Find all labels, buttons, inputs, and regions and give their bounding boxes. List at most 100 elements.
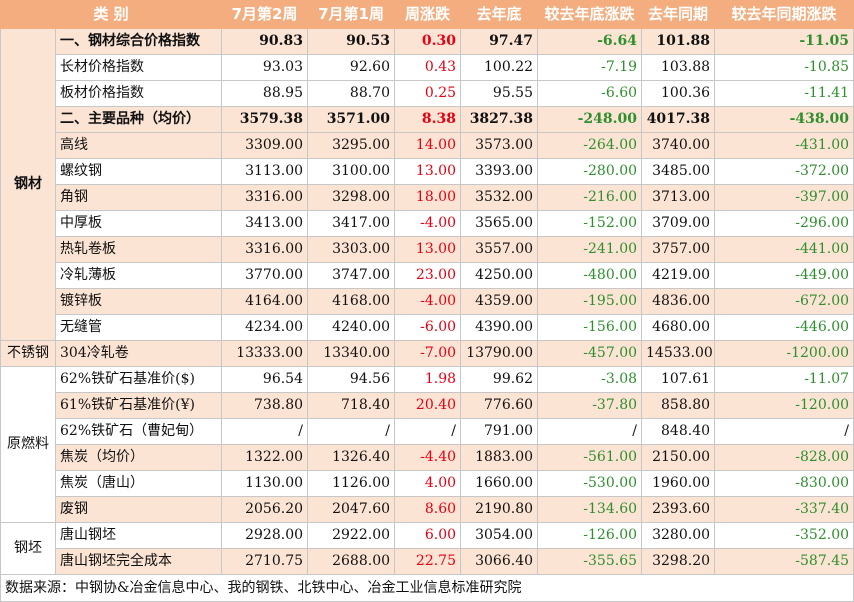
cell-vs-ly: -11.07 xyxy=(714,366,854,393)
cell-w2: 3316.00 xyxy=(221,184,309,211)
table-row: 角钢 3316.00 3298.00 18.00 3532.00 -216.00 3713.… xyxy=(1,184,854,211)
table-row: 原燃料 62%铁矿石基准价($) 96.54 94.56 1.98 99.62 -3.08 1… xyxy=(0,366,854,523)
cell-w2: / xyxy=(221,418,309,445)
table-row: 板材价格指数 88.95 88.70 0.25 95.55 -6.60 100.36 -11.… xyxy=(1,80,854,107)
cell-vs-eoy: -264.00 xyxy=(537,132,643,159)
cell-w1: 2922.00 xyxy=(307,522,396,549)
cell-w1: 90.53 xyxy=(307,28,396,55)
cell-ly: 3740.00 xyxy=(641,132,716,159)
cell-eoy: 3573.00 xyxy=(460,132,539,159)
cell-w2: 90.83 xyxy=(221,28,309,55)
cell-w1: 4240.00 xyxy=(307,314,396,341)
group-label-stainless: 不锈钢 xyxy=(0,340,56,367)
cell-eoy: 776.60 xyxy=(460,392,539,419)
cell-vs-eoy: -480.00 xyxy=(537,262,643,289)
item-name: 螺纹钢 xyxy=(54,158,223,185)
cell-ly: 848.40 xyxy=(641,418,716,445)
item-name: 二、主要品种（均价） xyxy=(54,106,223,133)
table-body: 钢材 一、钢材综合价格指数 90.83 90.53 0.30 97.47 -6.64 101.… xyxy=(0,28,854,575)
cell-w2: 738.80 xyxy=(221,392,309,419)
cell-ly: 4219.00 xyxy=(641,262,716,289)
cell-vs-eoy: -561.00 xyxy=(537,444,643,471)
cell-w2: 88.95 xyxy=(221,80,309,107)
cell-ly: 3713.00 xyxy=(641,184,716,211)
table-row: 冷轧薄板 3770.00 3747.00 23.00 4250.00 -480.00 421… xyxy=(1,262,854,289)
item-name: 焦炭（唐山） xyxy=(54,470,223,497)
cell-ly: 2150.00 xyxy=(641,444,716,471)
cell-vs-eoy: -6.60 xyxy=(537,80,643,107)
cell-w1: 3571.00 xyxy=(307,106,396,133)
cell-w2: 3770.00 xyxy=(221,262,309,289)
cell-w1: 718.40 xyxy=(307,392,396,419)
table-row: 钢材 一、钢材综合价格指数 90.83 90.53 0.30 97.47 -6.64 101.… xyxy=(0,28,854,341)
cell-eoy: 3066.40 xyxy=(460,548,539,575)
cell-w2: 2710.75 xyxy=(221,548,309,575)
table-row: 钢坯 唐山钢坯 2928.00 2922.00 6.00 3054.00 -126.00 32… xyxy=(0,522,854,575)
cell-w1: 2688.00 xyxy=(307,548,396,575)
cell-chg: -4.00 xyxy=(394,288,462,315)
cell-ly: 4680.00 xyxy=(641,314,716,341)
cell-chg: 8.60 xyxy=(394,496,462,523)
header-weekly-change: 周涨跌 xyxy=(394,0,462,29)
cell-w1: 4168.00 xyxy=(307,288,396,315)
cell-vs-ly: -449.00 xyxy=(714,262,854,289)
header-last-year-same-period: 去年同期 xyxy=(641,0,716,29)
table-row: 焦炭（唐山） 1130.00 1126.00 4.00 1660.00 -530.00 19… xyxy=(1,470,854,497)
cell-vs-ly: -10.85 xyxy=(714,54,854,81)
cell-ly: 107.61 xyxy=(641,366,716,393)
cell-chg: -6.00 xyxy=(394,314,462,341)
cell-vs-ly: -352.00 xyxy=(714,522,854,549)
cell-vs-eoy: -37.80 xyxy=(537,392,643,419)
cell-w2: 2928.00 xyxy=(221,522,309,549)
cell-ly: 1960.00 xyxy=(641,470,716,497)
table-row: 中厚板 3413.00 3417.00 -4.00 3565.00 -152.00 3709… xyxy=(1,210,854,237)
cell-w2: 3413.00 xyxy=(221,210,309,237)
cell-chg: 20.40 xyxy=(394,392,462,419)
cell-eoy: 3532.00 xyxy=(460,184,539,211)
cell-w1: 88.70 xyxy=(307,80,396,107)
cell-chg: 6.00 xyxy=(394,522,462,549)
table-row: 无缝管 4234.00 4240.00 -6.00 4390.00 -156.00 4680… xyxy=(1,314,854,341)
header-vs-last-year-end: 较去年底涨跌 xyxy=(537,0,643,29)
cell-eoy: 3054.00 xyxy=(460,522,539,549)
cell-chg: 13.00 xyxy=(394,236,462,263)
header-vs-last-year-same-period: 较去年同期涨跌 xyxy=(714,0,854,29)
cell-vs-ly: -372.00 xyxy=(714,158,854,185)
cell-chg: 14.00 xyxy=(394,132,462,159)
cell-vs-eoy: -280.00 xyxy=(537,158,643,185)
cell-ly: 100.36 xyxy=(641,80,716,107)
cell-chg: 4.00 xyxy=(394,470,462,497)
table-row: 镀锌板 4164.00 4168.00 -4.00 4359.00 -195.00 4836… xyxy=(1,288,854,315)
cell-vs-eoy: -152.00 xyxy=(537,210,643,237)
cell-ly: 103.88 xyxy=(641,54,716,81)
cell-chg: 0.43 xyxy=(394,54,462,81)
cell-chg: 0.30 xyxy=(394,28,462,55)
cell-vs-ly: -441.00 xyxy=(714,236,854,263)
item-name: 镀锌板 xyxy=(54,288,223,315)
cell-vs-eoy: -355.65 xyxy=(537,548,643,575)
cell-eoy: 3393.00 xyxy=(460,158,539,185)
item-name: 62%铁矿石基准价($) xyxy=(54,366,223,393)
cell-vs-eoy: -457.00 xyxy=(537,340,643,367)
cell-vs-ly: -397.00 xyxy=(714,184,854,211)
cell-w1: / xyxy=(307,418,396,445)
cell-vs-eoy: -241.00 xyxy=(537,236,643,263)
cell-w1: 1326.40 xyxy=(307,444,396,471)
cell-w1: 3303.00 xyxy=(307,236,396,263)
header-week1: 7月第1周 xyxy=(307,0,396,29)
cell-vs-ly: -296.00 xyxy=(714,210,854,237)
cell-vs-eoy: -6.64 xyxy=(537,28,643,55)
table-row: 高线 3309.00 3295.00 14.00 3573.00 -264.00 3740.… xyxy=(1,132,854,159)
cell-w2: 96.54 xyxy=(221,366,309,393)
cell-vs-ly: -120.00 xyxy=(714,392,854,419)
cell-vs-eoy: / xyxy=(537,418,643,445)
cell-chg: -4.40 xyxy=(394,444,462,471)
item-name: 板材价格指数 xyxy=(54,80,223,107)
cell-w1: 1126.00 xyxy=(307,470,396,497)
cell-ly: 2393.60 xyxy=(641,496,716,523)
cell-chg: 23.00 xyxy=(394,262,462,289)
cell-ly: 101.88 xyxy=(641,28,716,55)
cell-ly: 3485.00 xyxy=(641,158,716,185)
cell-ly: 14533.00 xyxy=(641,340,716,367)
header-week2: 7月第2周 xyxy=(221,0,309,29)
